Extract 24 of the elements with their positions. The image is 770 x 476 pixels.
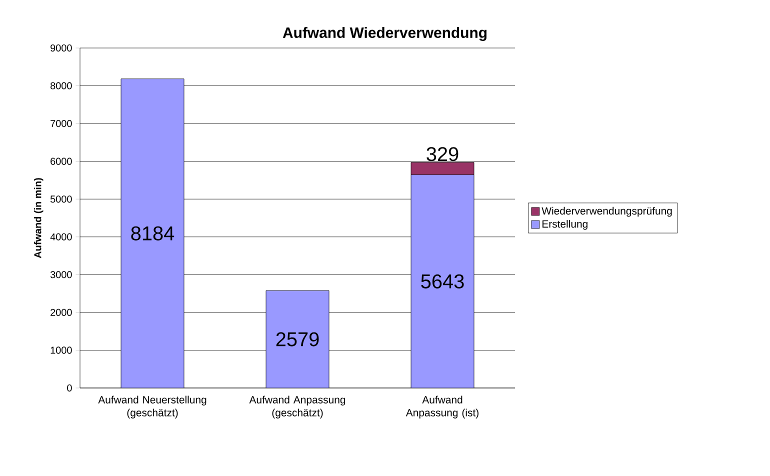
y-tick-label: 4000 (50, 233, 72, 240)
bar (120, 78, 184, 388)
x-tick-label: Aufwand Anpassung (ist) (406, 396, 478, 418)
y-axis-title: Aufwand (in min) (34, 178, 44, 258)
legend-label: Erstellung (542, 220, 588, 230)
y-tick-label: 1000 (50, 346, 72, 354)
y-tick-label: 3000 (50, 271, 72, 278)
x-tick-label: Aufwand Neuerstellung (geschätzt) (98, 396, 206, 418)
bar (266, 290, 330, 388)
data-label: 5643 (421, 274, 464, 288)
y-tick-label: 8000 (50, 82, 72, 90)
y-tick-label: 9000 (50, 44, 72, 52)
x-tick-label: Aufwand Anpassung (geschätzt) (249, 396, 346, 418)
y-tick-label: 6000 (50, 158, 72, 165)
bar (410, 174, 474, 388)
chart-title: Aufwand Wiederverwendung (282, 26, 486, 41)
data-label: 8184 (131, 226, 174, 240)
y-tick-label: 7000 (50, 120, 72, 128)
y-tick-label: 2000 (50, 308, 72, 316)
data-label: 2579 (276, 332, 319, 346)
legend-label: Wiederverwendungsprüfung (542, 206, 672, 217)
y-tick-label: 0 (67, 384, 72, 392)
y-tick-label: 5000 (50, 196, 72, 203)
data-label: 329 (426, 147, 458, 162)
